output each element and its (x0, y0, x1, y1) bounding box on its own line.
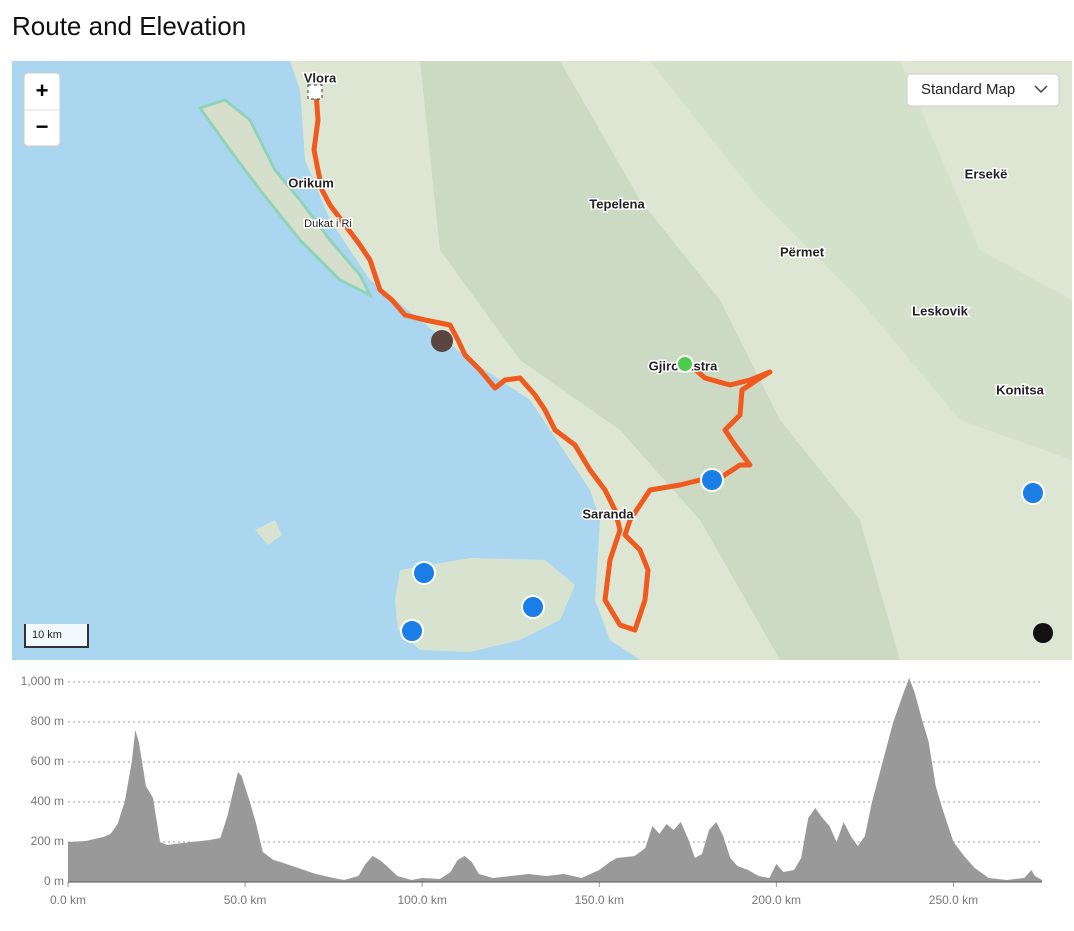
island (395, 558, 575, 652)
title: Route and Elevation (12, 11, 246, 41)
elevation-area (68, 678, 1042, 882)
photo-icon[interactable] (521, 595, 545, 619)
place-label: Vlora (304, 70, 337, 85)
x-tick-label: 0.0 km (50, 893, 86, 907)
place-label: Dukat i Ri (304, 218, 352, 230)
place-label: Ersekë (965, 166, 1008, 181)
land-relief (650, 61, 1072, 460)
islet (255, 520, 282, 545)
scale-bg (24, 624, 88, 647)
x-tick-label: 250.0 km (929, 893, 978, 907)
x-tick-label: 100.0 km (398, 893, 447, 907)
photo-icon[interactable] (412, 561, 436, 585)
beach-icon (431, 330, 453, 352)
finish-flag (307, 84, 323, 100)
scale-bar (24, 624, 89, 648)
peninsula (197, 98, 374, 299)
place-label: Orikum (288, 175, 334, 190)
y-tick-label: 400 m (31, 794, 64, 808)
place-label: Tepelena (589, 196, 645, 211)
map-type[interactable]: Standard Map (906, 73, 1060, 107)
scale-label: 10 km (32, 629, 62, 641)
place-label: Konitsa (996, 382, 1044, 397)
x-tick-label: 50.0 km (224, 893, 267, 907)
route (311, 89, 773, 633)
elevation-chart: 0 m 200 m 400 m 600 m 800 m 1,000 m 0.0 km 50.0… (21, 674, 1042, 907)
photo-icon[interactable] (400, 619, 424, 643)
map: Vlora Orikum Dukat i Ri Tepelena Përmet Ersek… (12, 61, 1072, 660)
start-point (676, 355, 694, 373)
place-label: Leskovik (912, 303, 968, 318)
y-tick-label: 1,000 m (21, 674, 64, 688)
photo-icon[interactable] (1021, 481, 1045, 505)
y-tick-label: 0 m (44, 874, 64, 888)
zoom-in[interactable]: + (36, 78, 49, 103)
zoom-control: + − (23, 72, 61, 147)
y-tick-label: 600 m (31, 754, 64, 768)
x-tick-label: 200.0 km (752, 893, 801, 907)
place-label: Saranda (582, 506, 634, 521)
y-tick-label: 800 m (31, 714, 64, 728)
y-tick-label: 200 m (31, 834, 64, 848)
land-relief (420, 61, 900, 660)
photo-icon[interactable] (700, 468, 724, 492)
place-label: Përmet (780, 244, 825, 259)
info-button[interactable] (1033, 623, 1053, 643)
chevron (1034, 85, 1048, 94)
zoom-out[interactable]: − (36, 114, 49, 139)
photo-icons (400, 468, 1045, 643)
x-tick-label: 150.0 km (575, 893, 624, 907)
map-type-label[interactable]: Standard Map (921, 81, 1015, 98)
map-type-box[interactable] (906, 73, 1060, 107)
